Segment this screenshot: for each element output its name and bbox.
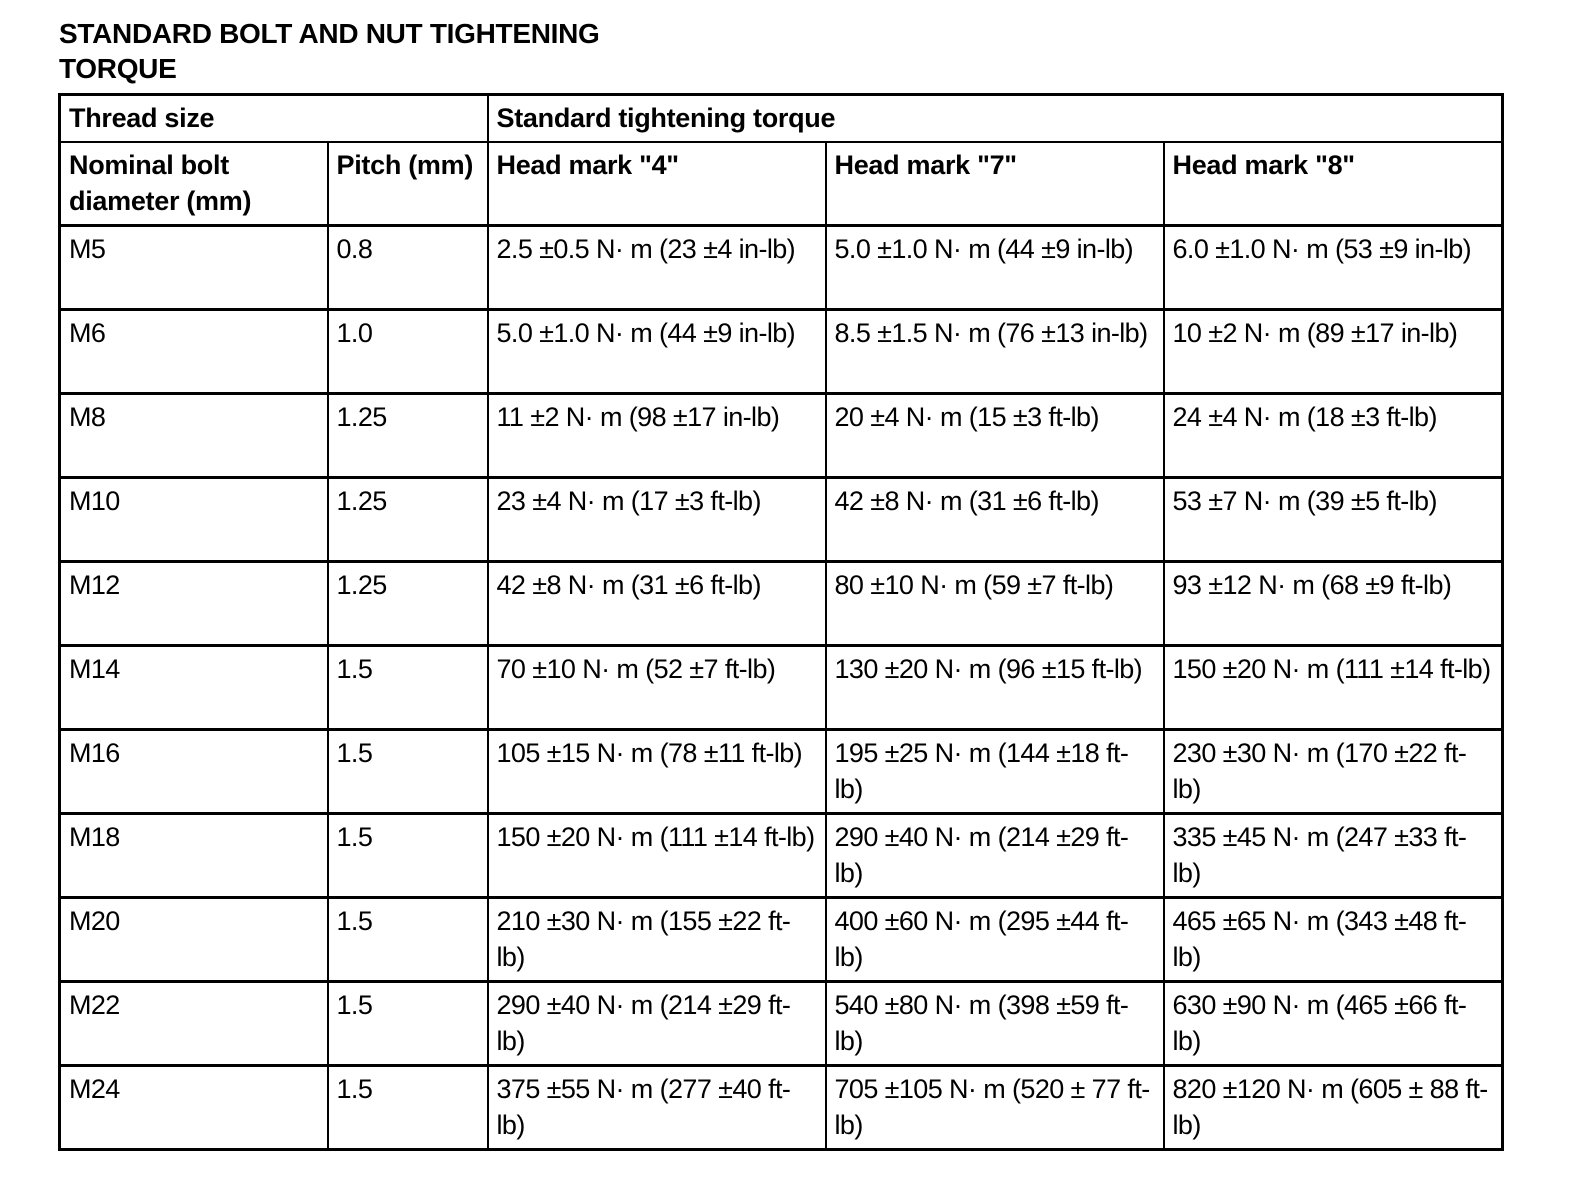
- group-header-row: Thread size Standard tightening torque: [58, 93, 1504, 143]
- cell-head-mark-4: 150 ±20 N· m (111 ±14 ft-lb): [486, 812, 827, 899]
- cell-diameter: M22: [58, 980, 329, 1067]
- table-row: M14 1.5 70 ±10 N· m (52 ±7 ft-lb) 130 ±20 N…: [58, 644, 1504, 731]
- cell-diameter: M8: [58, 392, 329, 479]
- cell-head-mark-8: 53 ±7 N· m (39 ±5 ft-lb): [1162, 476, 1504, 563]
- cell-diameter: M10: [58, 476, 329, 563]
- cell-head-mark-7: 80 ±10 N· m (59 ±7 ft-lb): [824, 560, 1165, 647]
- header-pitch: Pitch (mm): [326, 141, 489, 227]
- table-row: M10 1.25 23 ±4 N· m (17 ±3 ft-lb) 42 ±8 N· …: [58, 476, 1504, 563]
- header-head-mark-4: Head mark "4": [486, 141, 827, 227]
- title-line-2: TORQUE: [59, 53, 177, 84]
- cell-head-mark-8: 335 ±45 N· m (247 ±33 ft-lb): [1162, 812, 1504, 899]
- cell-pitch: 0.8: [326, 224, 489, 311]
- cell-head-mark-7: 42 ±8 N· m (31 ±6 ft-lb): [824, 476, 1165, 563]
- cell-pitch: 1.5: [326, 980, 489, 1067]
- cell-head-mark-8: 230 ±30 N· m (170 ±22 ft-lb): [1162, 728, 1504, 815]
- cell-head-mark-7: 20 ±4 N· m (15 ±3 ft-lb): [824, 392, 1165, 479]
- cell-diameter: M24: [58, 1064, 329, 1151]
- cell-head-mark-4: 23 ±4 N· m (17 ±3 ft-lb): [486, 476, 827, 563]
- cell-pitch: 1.5: [326, 728, 489, 815]
- cell-head-mark-7: 400 ±60 N· m (295 ±44 ft-lb): [824, 896, 1165, 983]
- cell-head-mark-4: 5.0 ±1.0 N· m (44 ±9 in-lb): [486, 308, 827, 395]
- title-line-1: STANDARD BOLT AND NUT TIGHTENING: [59, 18, 600, 49]
- cell-head-mark-4: 375 ±55 N· m (277 ±40 ft-lb): [486, 1064, 827, 1151]
- cell-pitch: 1.5: [326, 896, 489, 983]
- table-row: M8 1.25 11 ±2 N· m (98 ±17 in-lb) 20 ±4 N· …: [58, 392, 1504, 479]
- cell-head-mark-7: 130 ±20 N· m (96 ±15 ft-lb): [824, 644, 1165, 731]
- cell-diameter: M20: [58, 896, 329, 983]
- cell-diameter: M18: [58, 812, 329, 899]
- cell-diameter: M6: [58, 308, 329, 395]
- table-row: M12 1.25 42 ±8 N· m (31 ±6 ft-lb) 80 ±10 N·…: [58, 560, 1504, 647]
- cell-diameter: M12: [58, 560, 329, 647]
- column-header-row: Nominal bolt diameter (mm) Pitch (mm) He…: [58, 141, 1504, 227]
- cell-head-mark-4: 2.5 ±0.5 N· m (23 ±4 in-lb): [486, 224, 827, 311]
- header-nominal-diameter: Nominal bolt diameter (mm): [58, 141, 329, 227]
- cell-pitch: 1.25: [326, 392, 489, 479]
- page-title: STANDARD BOLT AND NUT TIGHTENING TORQUE: [59, 16, 759, 86]
- cell-head-mark-7: 540 ±80 N· m (398 ±59 ft-lb): [824, 980, 1165, 1067]
- cell-diameter: M5: [58, 224, 329, 311]
- cell-pitch: 1.5: [326, 1064, 489, 1151]
- cell-pitch: 1.25: [326, 560, 489, 647]
- cell-head-mark-8: 24 ±4 N· m (18 ±3 ft-lb): [1162, 392, 1504, 479]
- cell-head-mark-8: 150 ±20 N· m (111 ±14 ft-lb): [1162, 644, 1504, 731]
- cell-head-mark-7: 290 ±40 N· m (214 ±29 ft-lb): [824, 812, 1165, 899]
- cell-head-mark-8: 10 ±2 N· m (89 ±17 in-lb): [1162, 308, 1504, 395]
- table-row: M6 1.0 5.0 ±1.0 N· m (44 ±9 in-lb) 8.5 ±1.5…: [58, 308, 1504, 395]
- cell-head-mark-8: 630 ±90 N· m (465 ±66 ft-lb): [1162, 980, 1504, 1067]
- cell-head-mark-4: 70 ±10 N· m (52 ±7 ft-lb): [486, 644, 827, 731]
- header-standard-torque: Standard tightening torque: [486, 93, 1504, 143]
- cell-diameter: M16: [58, 728, 329, 815]
- table-row: M16 1.5 105 ±15 N· m (78 ±11 ft-lb) 195 ±25…: [58, 728, 1504, 815]
- cell-head-mark-8: 465 ±65 N· m (343 ±48 ft-lb): [1162, 896, 1504, 983]
- table-row: M5 0.8 2.5 ±0.5 N· m (23 ±4 in-lb) 5.0 ±1.0…: [58, 224, 1504, 311]
- cell-head-mark-8: 6.0 ±1.0 N· m (53 ±9 in-lb): [1162, 224, 1504, 311]
- cell-head-mark-8: 820 ±120 N· m (605 ± 88 ft-lb): [1162, 1064, 1504, 1151]
- torque-table: Thread size Standard tightening torque N…: [58, 93, 1505, 1151]
- cell-head-mark-4: 11 ±2 N· m (98 ±17 in-lb): [486, 392, 827, 479]
- cell-head-mark-4: 210 ±30 N· m (155 ±22 ft-lb): [486, 896, 827, 983]
- cell-diameter: M14: [58, 644, 329, 731]
- cell-head-mark-4: 290 ±40 N· m (214 ±29 ft-lb): [486, 980, 827, 1067]
- cell-head-mark-7: 705 ±105 N· m (520 ± 77 ft-lb): [824, 1064, 1165, 1151]
- cell-pitch: 1.0: [326, 308, 489, 395]
- header-head-mark-8: Head mark "8": [1162, 141, 1504, 227]
- table-row: M18 1.5 150 ±20 N· m (111 ±14 ft-lb) 290 ±4…: [58, 812, 1504, 899]
- cell-pitch: 1.25: [326, 476, 489, 563]
- header-thread-size: Thread size: [58, 93, 489, 143]
- cell-head-mark-8: 93 ±12 N· m (68 ±9 ft-lb): [1162, 560, 1504, 647]
- cell-pitch: 1.5: [326, 812, 489, 899]
- cell-head-mark-7: 5.0 ±1.0 N· m (44 ±9 in-lb): [824, 224, 1165, 311]
- cell-pitch: 1.5: [326, 644, 489, 731]
- table-row: M20 1.5 210 ±30 N· m (155 ±22 ft-lb) 400 ±6…: [58, 896, 1504, 983]
- cell-head-mark-7: 8.5 ±1.5 N· m (76 ±13 in-lb): [824, 308, 1165, 395]
- cell-head-mark-7: 195 ±25 N· m (144 ±18 ft-lb): [824, 728, 1165, 815]
- cell-head-mark-4: 42 ±8 N· m (31 ±6 ft-lb): [486, 560, 827, 647]
- cell-head-mark-4: 105 ±15 N· m (78 ±11 ft-lb): [486, 728, 827, 815]
- header-head-mark-7: Head mark "7": [824, 141, 1165, 227]
- table-row: M22 1.5 290 ±40 N· m (214 ±29 ft-lb) 540 ±8…: [58, 980, 1504, 1067]
- table-row: M24 1.5 375 ±55 N· m (277 ±40 ft-lb) 705 ±1…: [58, 1064, 1504, 1151]
